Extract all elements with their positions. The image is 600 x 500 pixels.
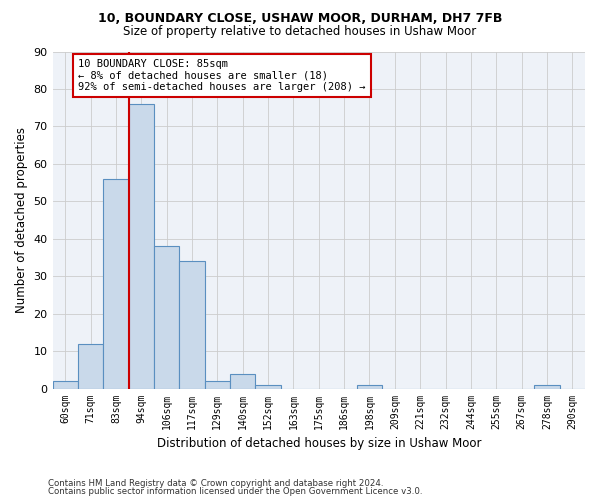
Bar: [357, 385, 382, 388]
Bar: [534, 385, 560, 388]
Bar: [205, 381, 230, 388]
Text: Contains public sector information licensed under the Open Government Licence v3: Contains public sector information licen…: [48, 487, 422, 496]
Text: Contains HM Land Registry data © Crown copyright and database right 2024.: Contains HM Land Registry data © Crown c…: [48, 478, 383, 488]
X-axis label: Distribution of detached houses by size in Ushaw Moor: Distribution of detached houses by size …: [157, 437, 481, 450]
Bar: [53, 381, 78, 388]
Bar: [256, 385, 281, 388]
Bar: [179, 261, 205, 388]
Text: 10, BOUNDARY CLOSE, USHAW MOOR, DURHAM, DH7 7FB: 10, BOUNDARY CLOSE, USHAW MOOR, DURHAM, …: [98, 12, 502, 26]
Y-axis label: Number of detached properties: Number of detached properties: [15, 127, 28, 313]
Bar: [230, 374, 256, 388]
Bar: [128, 104, 154, 389]
Text: 10 BOUNDARY CLOSE: 85sqm
← 8% of detached houses are smaller (18)
92% of semi-de: 10 BOUNDARY CLOSE: 85sqm ← 8% of detache…: [78, 59, 365, 92]
Bar: [103, 179, 128, 388]
Bar: [154, 246, 179, 388]
Bar: [78, 344, 103, 388]
Text: Size of property relative to detached houses in Ushaw Moor: Size of property relative to detached ho…: [124, 25, 476, 38]
